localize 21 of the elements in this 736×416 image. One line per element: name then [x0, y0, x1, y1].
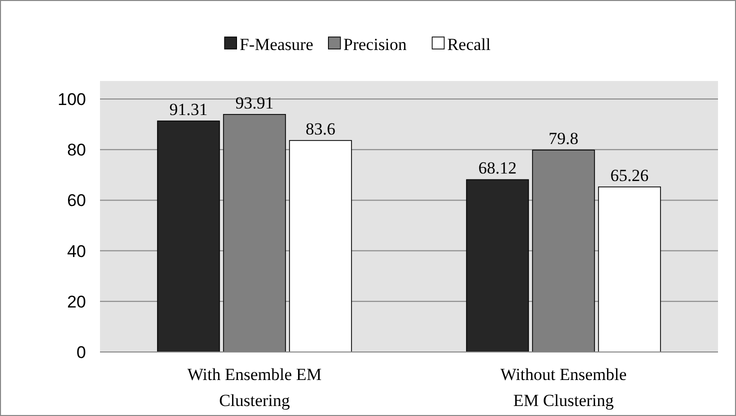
- data-label: 79.8: [548, 129, 578, 148]
- x-tick-label: Without Ensemble EM Clustering: [500, 365, 627, 410]
- y-tick-label: 20: [67, 292, 86, 312]
- y-tick-label: 40: [67, 242, 86, 261]
- y-tick-label: 80: [67, 140, 86, 160]
- y-tick-label: 60: [67, 191, 86, 210]
- data-label: 83.6: [306, 119, 336, 138]
- data-label: 68.12: [478, 158, 517, 178]
- bar: [466, 179, 529, 352]
- legend-label: F-Measure: [240, 34, 314, 54]
- bar: [157, 120, 220, 352]
- y-tick-label: 0: [76, 342, 86, 362]
- x-tick-label: With Ensemble EM Clustering: [187, 365, 322, 410]
- data-label: 65.26: [610, 166, 649, 185]
- data-label: 93.91: [235, 93, 274, 112]
- data-label: 91.31: [169, 100, 208, 119]
- y-tick-label: 100: [58, 90, 86, 109]
- bar: [289, 140, 352, 352]
- legend-label: Recall: [447, 34, 491, 54]
- bar: [598, 186, 661, 352]
- legend-label: Precision: [343, 34, 408, 54]
